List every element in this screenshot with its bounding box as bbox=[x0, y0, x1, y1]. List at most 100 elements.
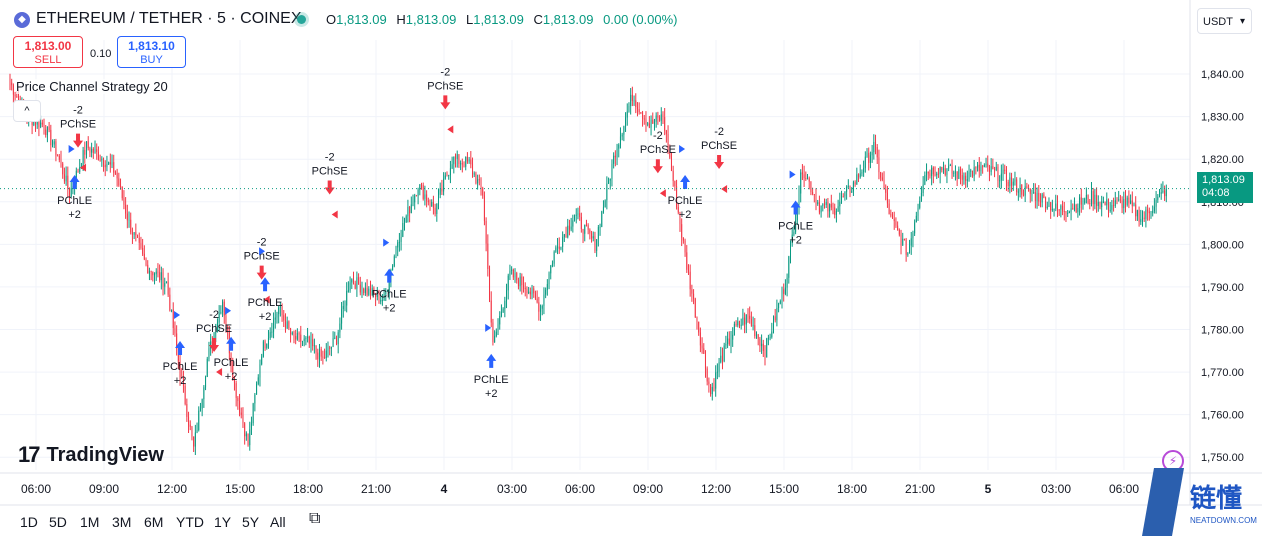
range-1y-button[interactable]: 1Y bbox=[214, 514, 232, 530]
arrow-up-icon bbox=[486, 353, 497, 368]
high-label: H bbox=[396, 12, 406, 27]
candle-body bbox=[761, 343, 763, 347]
candle-body bbox=[363, 288, 365, 293]
candle-body bbox=[650, 119, 652, 128]
candle bbox=[1126, 195, 1128, 207]
candle-body bbox=[103, 158, 105, 165]
candle-body bbox=[754, 325, 756, 336]
candle bbox=[648, 115, 650, 129]
range-3m-button[interactable]: 3M bbox=[112, 514, 132, 530]
candle-body bbox=[296, 333, 298, 340]
candle-body bbox=[983, 165, 985, 167]
candle bbox=[771, 322, 773, 339]
candle bbox=[800, 169, 802, 203]
candle bbox=[60, 150, 62, 168]
range-5d-button[interactable]: 5D bbox=[49, 514, 67, 530]
sell-button[interactable]: 1,813.00 SELL bbox=[13, 36, 83, 68]
candle-body bbox=[807, 178, 809, 180]
candle bbox=[455, 153, 457, 168]
candle bbox=[249, 421, 251, 451]
candle bbox=[346, 282, 348, 313]
candle-body bbox=[851, 191, 853, 193]
range-1d-button[interactable]: 1D bbox=[20, 514, 38, 530]
symbol-title[interactable]: ETHEREUM / TETHER · 5 · COINEX bbox=[36, 10, 302, 27]
candle-body bbox=[579, 213, 581, 217]
candle-body bbox=[223, 301, 225, 316]
candle-body bbox=[249, 429, 251, 446]
date-range-icon[interactable]: ⧉ bbox=[309, 510, 321, 527]
signal-qty: -2 bbox=[257, 237, 267, 249]
candle bbox=[1031, 189, 1033, 202]
candle-body bbox=[623, 126, 625, 135]
candle bbox=[267, 330, 269, 349]
buy-button[interactable]: 1,813.10 BUY bbox=[117, 36, 186, 68]
candle bbox=[407, 199, 409, 223]
candle bbox=[807, 173, 809, 180]
candle bbox=[779, 299, 781, 305]
candle-body bbox=[560, 246, 562, 249]
candle bbox=[638, 102, 640, 115]
candle bbox=[890, 209, 892, 218]
candle-body bbox=[208, 348, 210, 359]
candle-body bbox=[1126, 197, 1128, 205]
candle-body bbox=[1107, 199, 1109, 211]
strategy-legend[interactable]: Price Channel Strategy 20 bbox=[16, 79, 168, 94]
candle-body bbox=[917, 207, 919, 216]
candle bbox=[351, 278, 353, 290]
entry-triangle-icon bbox=[259, 247, 266, 256]
candle-body bbox=[738, 321, 740, 326]
candle-body bbox=[630, 94, 632, 107]
candle bbox=[402, 216, 404, 238]
candle-body bbox=[558, 246, 560, 249]
range-1m-button[interactable]: 1M bbox=[80, 514, 100, 530]
candle bbox=[354, 280, 356, 290]
candle-body bbox=[140, 242, 142, 248]
candle-body bbox=[834, 207, 836, 215]
candle-body bbox=[1147, 209, 1149, 212]
range-5y-button[interactable]: 5Y bbox=[242, 514, 260, 530]
candle bbox=[883, 171, 885, 190]
candle bbox=[801, 164, 803, 181]
candle-body bbox=[244, 423, 246, 437]
candle-body bbox=[441, 188, 443, 192]
candle bbox=[157, 263, 159, 278]
candle bbox=[516, 271, 518, 284]
candle bbox=[444, 172, 446, 180]
signal-label: PChSE bbox=[60, 119, 96, 131]
candle-body bbox=[1084, 198, 1086, 204]
candle bbox=[895, 217, 897, 228]
candle-body bbox=[1119, 199, 1121, 201]
currency-selector[interactable]: USDT ▾ bbox=[1197, 8, 1252, 34]
candle-body bbox=[733, 323, 735, 335]
candle bbox=[324, 348, 326, 359]
candle bbox=[764, 345, 766, 366]
candle bbox=[458, 154, 460, 168]
candle-body bbox=[565, 234, 567, 238]
candle-body bbox=[672, 170, 674, 182]
time-tick-label: 4 bbox=[441, 482, 448, 496]
candle bbox=[432, 195, 434, 215]
tradingview-logo[interactable]: 17 TradingView bbox=[18, 442, 164, 468]
candle bbox=[441, 179, 443, 195]
candle-body bbox=[152, 271, 154, 276]
range-6m-button[interactable]: 6M bbox=[144, 514, 164, 530]
candle bbox=[995, 161, 997, 172]
candle bbox=[201, 398, 203, 417]
signal-qty: +2 bbox=[383, 303, 396, 315]
range-ytd-button[interactable]: YTD bbox=[176, 514, 204, 530]
candle-body bbox=[669, 151, 671, 158]
candle bbox=[11, 78, 13, 91]
collapse-legend-button[interactable]: ^ bbox=[13, 100, 41, 122]
candle bbox=[41, 119, 43, 128]
candle bbox=[1152, 205, 1154, 217]
long-entry-signal: PChLE +2 bbox=[778, 170, 813, 247]
candle bbox=[244, 422, 246, 445]
candle bbox=[790, 240, 792, 264]
candle bbox=[181, 368, 183, 379]
range-all-button[interactable]: All bbox=[270, 514, 286, 530]
candle-body bbox=[347, 290, 349, 292]
candle bbox=[810, 181, 812, 196]
candle bbox=[859, 164, 861, 179]
